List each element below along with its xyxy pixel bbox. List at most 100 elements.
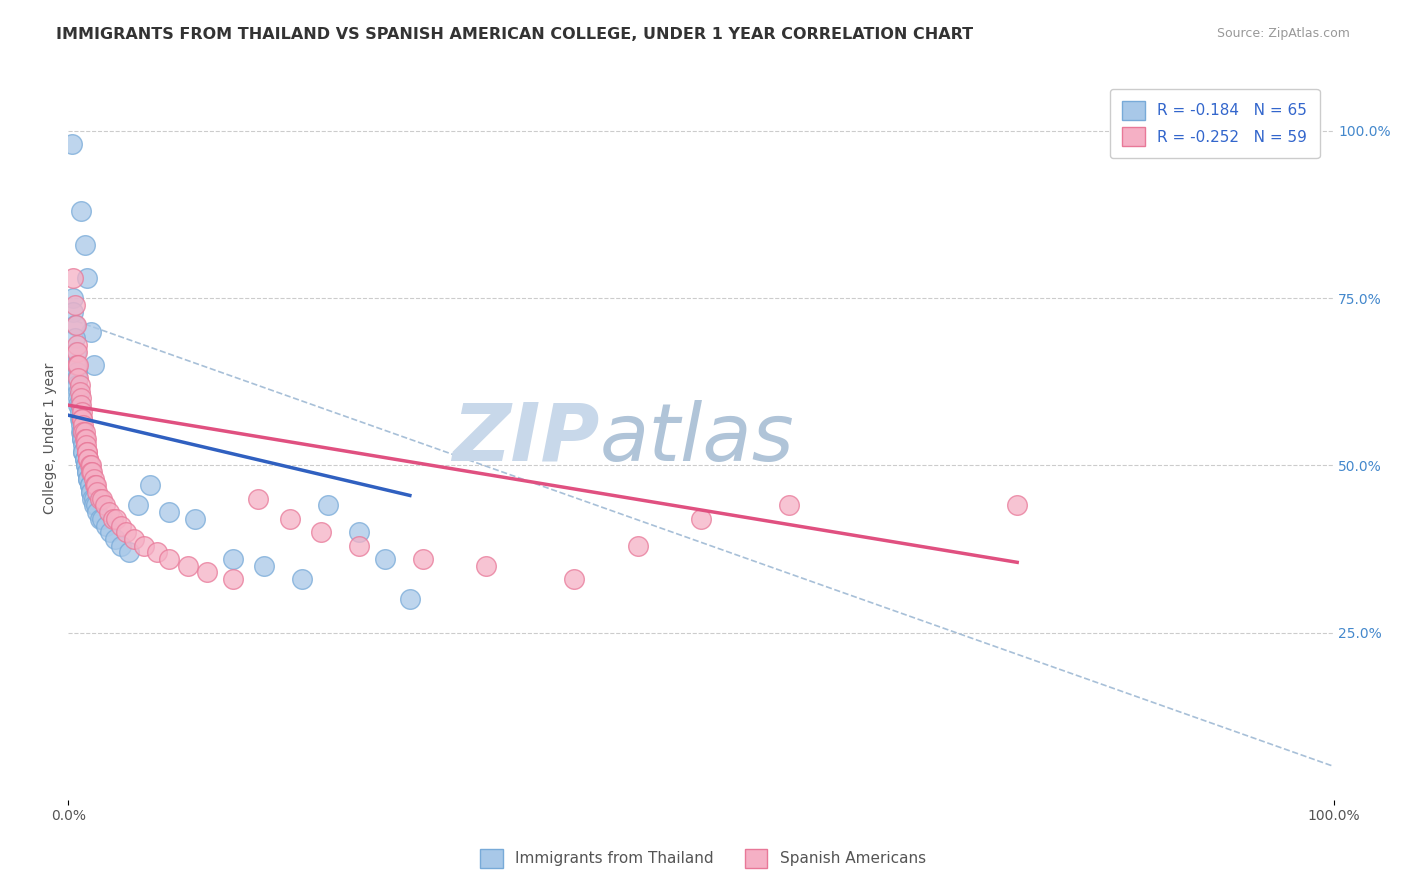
- Point: [83, 472, 105, 486]
- Point: [67, 398, 90, 412]
- Point: [84, 478, 107, 492]
- Point: [73, 237, 96, 252]
- Point: [67, 358, 90, 372]
- Point: [70, 425, 93, 439]
- Point: [70, 418, 93, 433]
- Point: [72, 425, 94, 439]
- Point: [83, 358, 105, 372]
- Point: [67, 392, 90, 406]
- Point: [69, 411, 91, 425]
- Point: [159, 552, 181, 566]
- Point: [86, 485, 108, 500]
- Point: [778, 499, 800, 513]
- Point: [72, 438, 94, 452]
- Text: IMMIGRANTS FROM THAILAND VS SPANISH AMERICAN COLLEGE, UNDER 1 YEAR CORRELATION C: IMMIGRANTS FROM THAILAND VS SPANISH AMER…: [56, 27, 973, 42]
- Text: ZIP: ZIP: [453, 400, 599, 477]
- Point: [70, 411, 93, 425]
- Point: [222, 572, 245, 586]
- Point: [222, 552, 245, 566]
- Point: [69, 398, 91, 412]
- Point: [184, 512, 207, 526]
- Point: [75, 438, 97, 452]
- Point: [159, 505, 181, 519]
- Point: [96, 518, 118, 533]
- Point: [105, 512, 128, 526]
- Point: [399, 592, 422, 607]
- Point: [83, 499, 105, 513]
- Point: [349, 539, 371, 553]
- Point: [278, 512, 301, 526]
- Point: [79, 458, 101, 473]
- Point: [562, 572, 585, 586]
- Point: [80, 485, 103, 500]
- Point: [197, 566, 219, 580]
- Point: [134, 539, 156, 553]
- Point: [122, 532, 145, 546]
- Point: [72, 418, 94, 433]
- Point: [60, 137, 83, 152]
- Point: [689, 512, 711, 526]
- Point: [77, 451, 100, 466]
- Point: [70, 398, 93, 412]
- Point: [76, 271, 98, 285]
- Point: [70, 432, 93, 446]
- Text: Source: ZipAtlas.com: Source: ZipAtlas.com: [1216, 27, 1350, 40]
- Point: [247, 491, 270, 506]
- Point: [1005, 499, 1028, 513]
- Point: [77, 472, 100, 486]
- Point: [104, 532, 127, 546]
- Y-axis label: College, Under 1 year: College, Under 1 year: [44, 363, 58, 515]
- Point: [146, 545, 169, 559]
- Point: [69, 405, 91, 419]
- Point: [291, 572, 314, 586]
- Point: [70, 405, 93, 419]
- Point: [89, 512, 111, 526]
- Point: [73, 425, 96, 439]
- Legend: R = -0.184   N = 65, R = -0.252   N = 59: R = -0.184 N = 65, R = -0.252 N = 59: [1111, 88, 1320, 158]
- Point: [65, 358, 87, 372]
- Point: [70, 411, 93, 425]
- Point: [349, 525, 371, 540]
- Point: [80, 325, 103, 339]
- Point: [69, 378, 91, 392]
- Point: [75, 458, 97, 473]
- Point: [98, 525, 121, 540]
- Point: [316, 499, 339, 513]
- Point: [72, 445, 94, 459]
- Point: [83, 491, 105, 506]
- Point: [626, 539, 648, 553]
- Point: [89, 491, 111, 506]
- Point: [110, 518, 132, 533]
- Point: [101, 512, 124, 526]
- Point: [62, 291, 84, 305]
- Point: [118, 545, 141, 559]
- Point: [67, 384, 90, 399]
- Point: [65, 344, 87, 359]
- Point: [82, 491, 104, 506]
- Point: [62, 271, 84, 285]
- Point: [91, 491, 114, 506]
- Point: [72, 445, 94, 459]
- Point: [374, 552, 396, 566]
- Point: [115, 525, 138, 540]
- Point: [73, 451, 96, 466]
- Point: [66, 365, 89, 379]
- Point: [63, 331, 86, 345]
- Point: [69, 384, 91, 399]
- Point: [79, 478, 101, 492]
- Point: [80, 485, 103, 500]
- Point: [73, 432, 96, 446]
- Point: [97, 505, 120, 519]
- Point: [91, 512, 114, 526]
- Point: [63, 318, 86, 332]
- Point: [83, 478, 105, 492]
- Point: [82, 465, 104, 479]
- Point: [80, 465, 103, 479]
- Point: [70, 425, 93, 439]
- Point: [311, 525, 333, 540]
- Point: [127, 499, 149, 513]
- Point: [77, 472, 100, 486]
- Point: [475, 558, 498, 573]
- Text: atlas: atlas: [599, 400, 794, 477]
- Point: [79, 478, 101, 492]
